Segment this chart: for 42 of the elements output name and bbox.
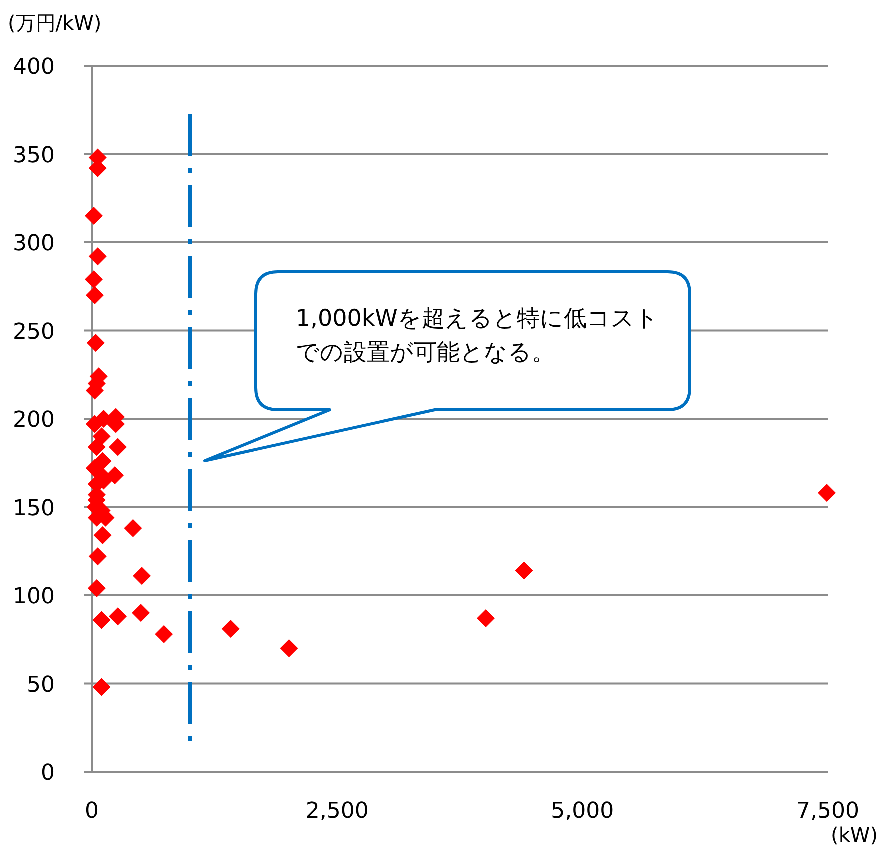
point xyxy=(88,248,107,266)
point xyxy=(94,526,112,544)
y-tick-label: 100 xyxy=(13,584,55,610)
point xyxy=(92,678,111,696)
x-axis-title: (kW) xyxy=(831,823,878,847)
point xyxy=(86,334,105,352)
point xyxy=(155,625,174,644)
point xyxy=(515,562,534,580)
point xyxy=(109,608,128,626)
y-tick-label: 300 xyxy=(13,232,55,256)
point xyxy=(92,611,111,630)
y-tick-label: 400 xyxy=(13,55,55,80)
x-tick-label: 0 xyxy=(85,799,99,824)
point xyxy=(106,466,124,484)
point xyxy=(84,207,103,226)
point xyxy=(84,270,103,289)
y-axis-title: (万円/kW) xyxy=(8,11,102,35)
point xyxy=(818,484,836,502)
callout: 1,000kWを超えると特に低コストでの設置が可能となる。 xyxy=(204,270,692,462)
point xyxy=(92,428,111,446)
y-tick-label: 350 xyxy=(13,143,55,168)
point xyxy=(222,620,240,638)
y-tick-label: 200 xyxy=(13,408,55,433)
y-tick-label: 250 xyxy=(13,320,55,345)
y-tick-label: 0 xyxy=(41,761,55,786)
point xyxy=(88,548,107,566)
point xyxy=(132,604,150,622)
point xyxy=(133,567,152,586)
annotation: 1,000kWを超えると特に低コストでの設置が可能となる。 xyxy=(296,305,660,368)
point xyxy=(280,639,298,658)
point xyxy=(124,519,142,538)
point xyxy=(477,609,496,628)
point xyxy=(109,438,128,456)
x-tick-label: 2,500 xyxy=(306,799,369,824)
y-tick-label: 150 xyxy=(13,496,55,522)
point xyxy=(88,579,106,598)
point xyxy=(86,415,104,434)
point xyxy=(86,286,104,304)
x-tick-label: 7,500 xyxy=(796,799,860,824)
y-tick-label: 50 xyxy=(27,672,55,698)
point xyxy=(88,438,106,456)
x-tick-label: 5,000 xyxy=(551,799,614,824)
